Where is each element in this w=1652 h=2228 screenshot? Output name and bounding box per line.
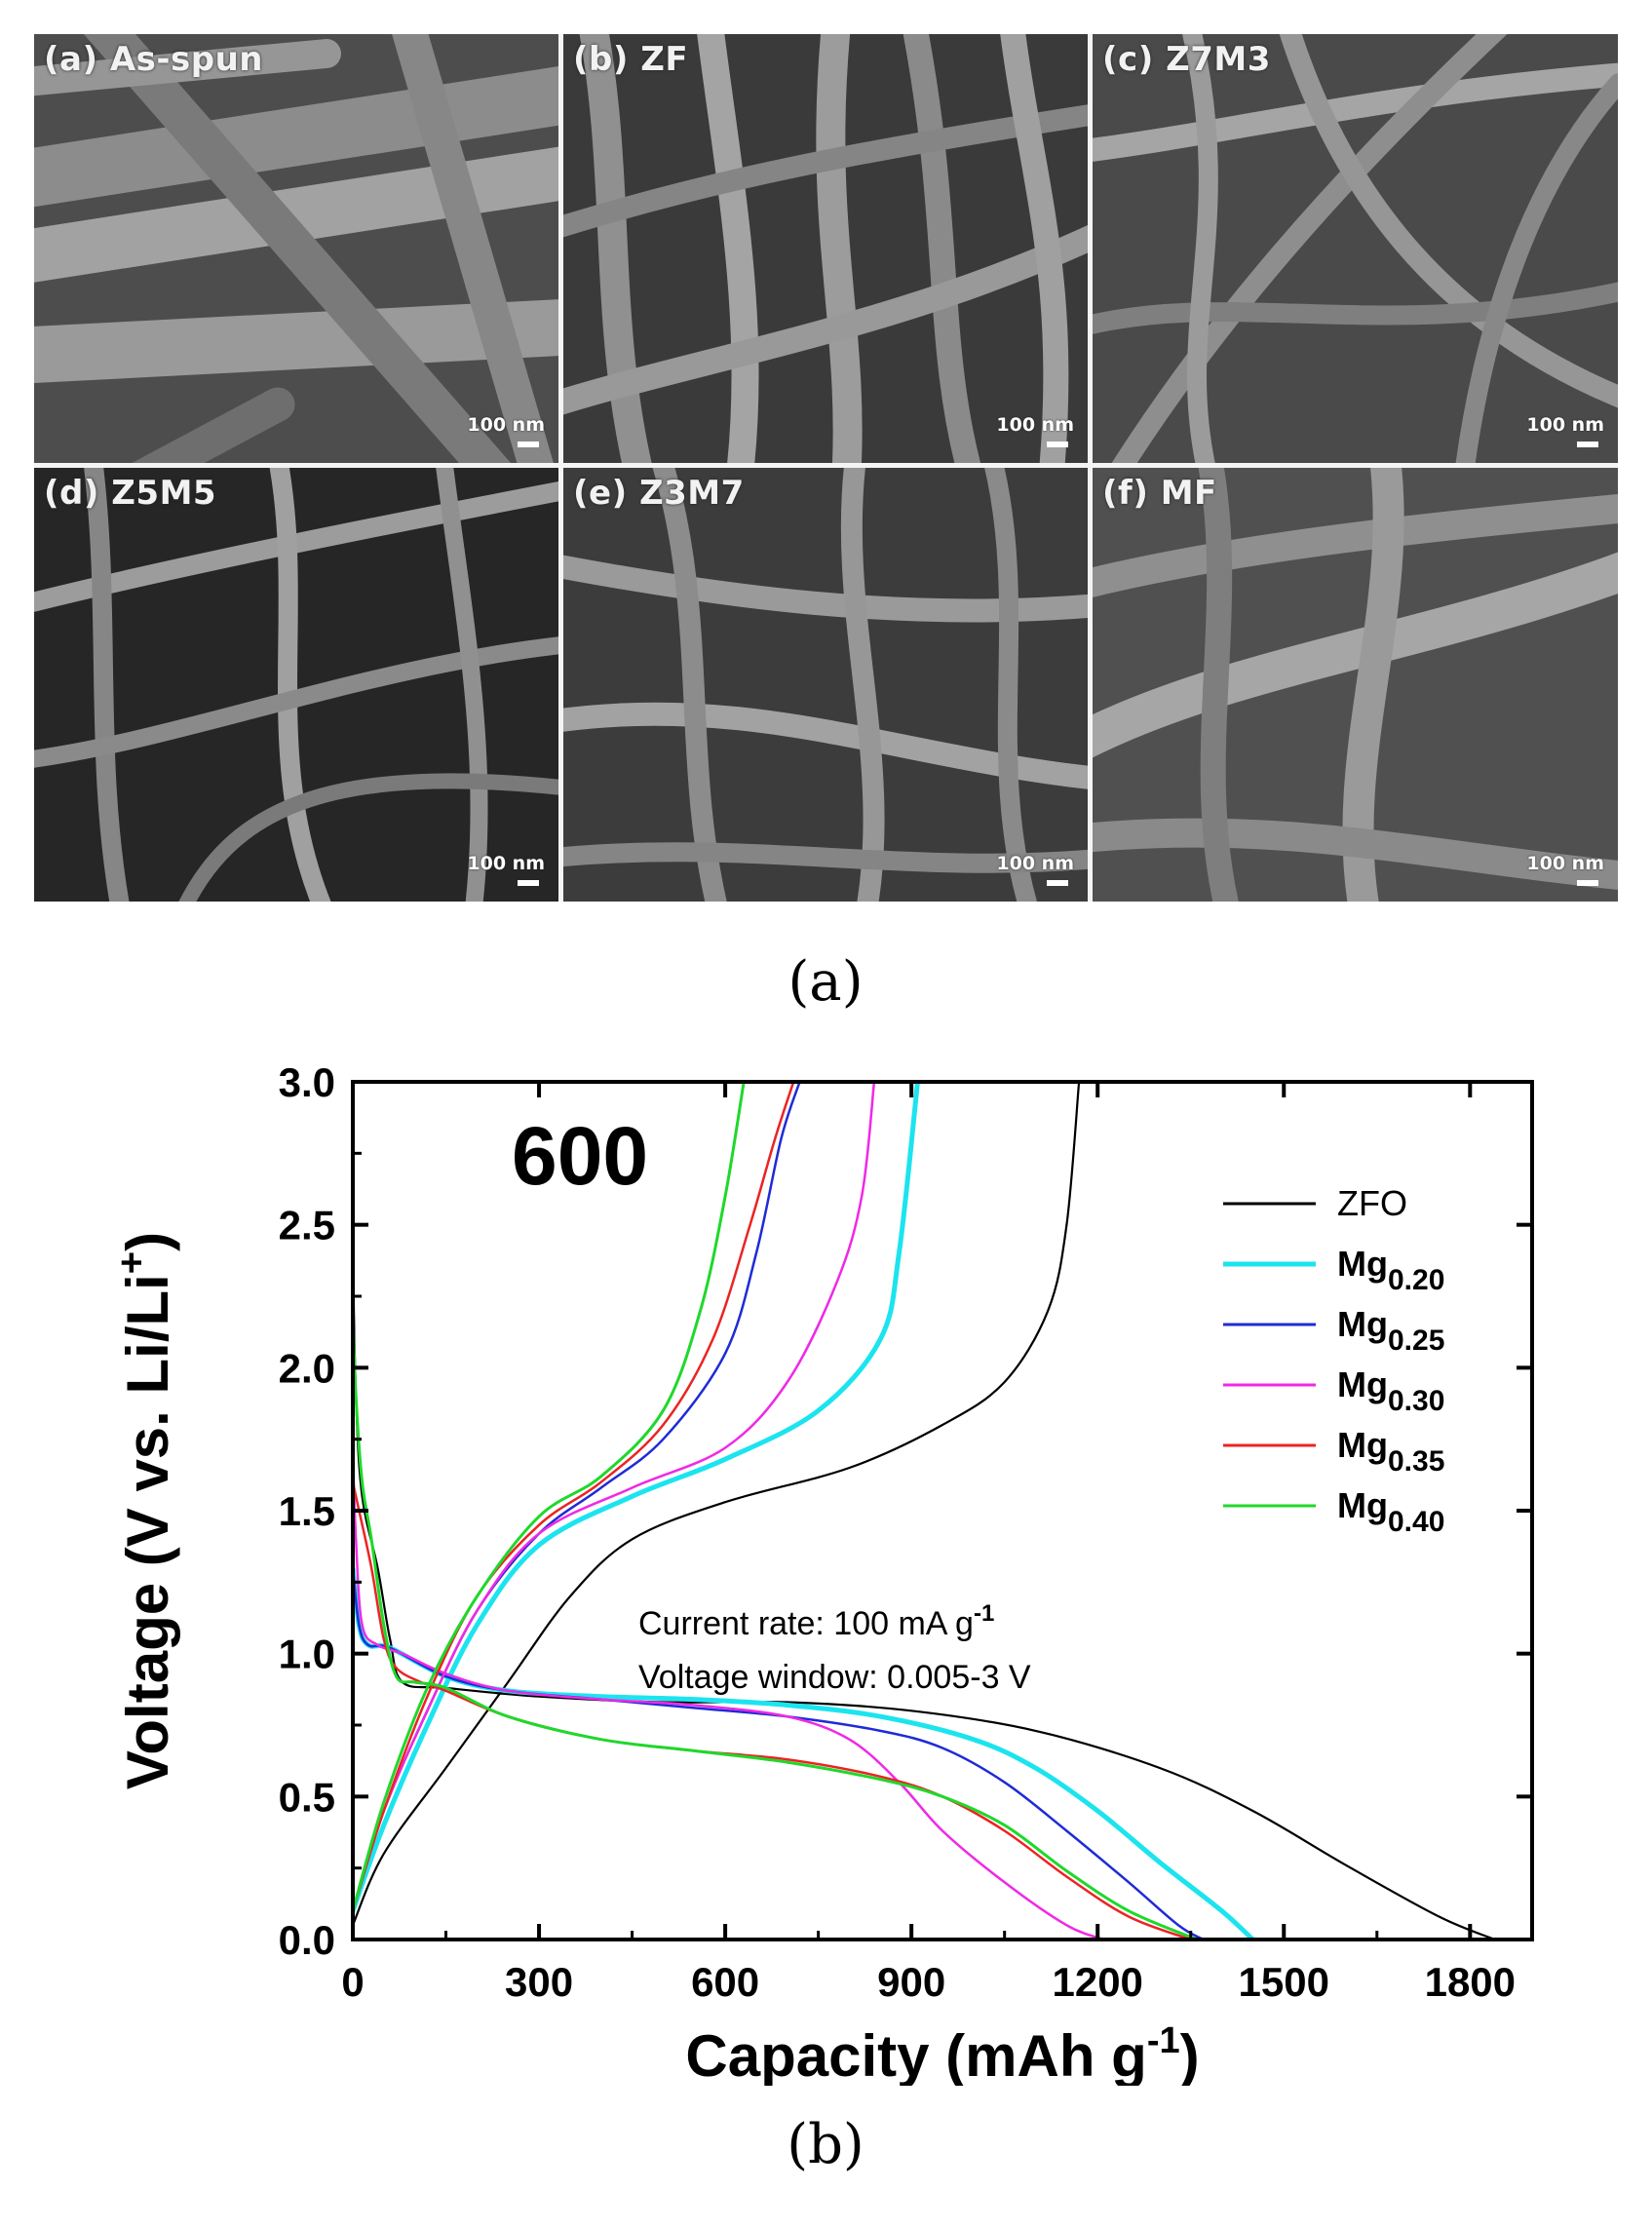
y-axis-label-end: ) — [115, 1232, 180, 1251]
caption-b: (b) — [787, 2113, 864, 2176]
sem-panel: (d) Z5M5 100 nm — [34, 468, 558, 902]
series-discharge-line — [353, 1453, 1105, 1940]
legend-label: Mg0.40 — [1337, 1485, 1444, 1538]
fiber-micrograph — [34, 468, 558, 902]
legend-label: ZFO — [1337, 1183, 1407, 1223]
x-axis-label-text: Capacity (mAh g — [685, 2023, 1146, 2086]
sem-panel: (e) Z3M7 100 nm — [563, 468, 1088, 902]
voltage-window-annotation: Voltage window: 0.005-3 V — [638, 1659, 1031, 1696]
legend-label: Mg0.30 — [1337, 1364, 1444, 1417]
x-tick-label: 0 — [341, 1959, 364, 2005]
y-tick-label: 0.0 — [279, 1917, 335, 1963]
x-tick-label: 600 — [691, 1959, 759, 2005]
y-axis-label-sup: + — [110, 1251, 153, 1274]
sem-panel: (f) MF 100 nm — [1093, 468, 1618, 902]
sem-panel: (a) As-spun 100 nm — [34, 34, 558, 463]
legend-label: Mg0.25 — [1337, 1304, 1444, 1357]
caption-a: (a) — [788, 950, 864, 1014]
legend: ZFO Mg0.20 Mg0.25 Mg0.30 Mg0.35 Mg0.40 — [1223, 1183, 1444, 1538]
series-charge-line — [353, 1082, 795, 1912]
y-tick-label: 2.0 — [279, 1345, 335, 1391]
current-rate-annotation: Current rate: 100 mA g-1 — [638, 1600, 994, 1642]
series-charge-line — [353, 1082, 746, 1912]
sem-image-grid: (a) As-spun 100 nm (b) ZF 100 nm — [34, 34, 1618, 902]
axis-ticks: 0 300 600 900 1200 1500 1800 0.0 0.5 1.0 1.5 2.0 2.5… — [279, 1059, 1532, 2005]
y-tick-label: 3.0 — [279, 1059, 335, 1105]
x-tick-label: 1800 — [1425, 1959, 1516, 2005]
rate-text: Current rate: 100 mA g — [638, 1605, 974, 1642]
fiber-micrograph — [563, 34, 1088, 463]
scale-bar — [1577, 880, 1598, 886]
scale-bar — [1577, 442, 1598, 447]
panel-label: (d) Z5M5 — [44, 474, 217, 513]
panel-label: (e) Z3M7 — [573, 474, 745, 513]
x-tick-label: 300 — [505, 1959, 573, 2005]
scale-bar-label: 100 nm — [996, 414, 1074, 436]
legend-label: Mg0.20 — [1337, 1244, 1444, 1296]
fiber-micrograph — [1093, 34, 1618, 463]
scale-bar-label: 100 nm — [467, 414, 545, 436]
series-charge-line — [353, 1082, 801, 1912]
series-charge-line — [353, 1082, 876, 1912]
fiber-micrograph — [1093, 468, 1618, 902]
x-axis-label-end: ) — [1180, 2023, 1200, 2086]
scale-bar-label: 100 nm — [996, 853, 1074, 874]
series-discharge-line — [353, 1310, 1198, 1940]
y-tick-label: 2.5 — [279, 1203, 335, 1248]
scale-bar-label: 100 nm — [1526, 414, 1604, 436]
scale-bar — [1047, 880, 1068, 886]
scale-bar-label: 100 nm — [1526, 853, 1604, 874]
sem-panel: (b) ZF 100 nm — [563, 34, 1088, 463]
legend-label: Mg0.35 — [1337, 1425, 1444, 1478]
y-axis-label: Voltage (V vs. Li/Li+) — [110, 1232, 180, 1789]
y-tick-label: 0.5 — [279, 1774, 335, 1820]
panel-label: (f) MF — [1102, 474, 1217, 513]
series-discharge-line — [353, 1252, 1496, 1940]
fiber-micrograph — [563, 468, 1088, 902]
x-tick-label: 900 — [877, 1959, 945, 2005]
series-charge-line — [353, 1082, 920, 1912]
x-axis-label: Capacity (mAh g-1) — [685, 2020, 1199, 2086]
temperature-annotation: 600 — [512, 1110, 648, 1202]
scale-bar — [1047, 442, 1068, 447]
scale-bar-label: 100 nm — [467, 853, 545, 874]
x-axis-label-sup: -1 — [1147, 2020, 1180, 2061]
chart-svg: 0 300 600 900 1200 1500 1800 0.0 0.5 1.0 1.5 2.0 2.5… — [110, 1059, 1534, 2089]
voltage-capacity-chart: 0 300 600 900 1200 1500 1800 0.0 0.5 1.0 1.5 2.0 2.5… — [0, 1014, 1652, 2089]
scale-bar — [518, 880, 539, 886]
y-tick-label: 1.0 — [279, 1632, 335, 1677]
fiber-micrograph — [34, 34, 558, 463]
x-tick-label: 1200 — [1052, 1959, 1142, 2005]
panel-label: (b) ZF — [573, 40, 689, 79]
scale-bar — [518, 442, 539, 447]
series-charge-line — [353, 1082, 1081, 1926]
y-axis-label-text: Voltage (V vs. Li/Li — [115, 1274, 180, 1789]
rate-sup: -1 — [974, 1600, 994, 1627]
panel-label: (c) Z7M3 — [1102, 40, 1271, 79]
plot-lines — [353, 1082, 1496, 1940]
y-tick-label: 1.5 — [279, 1488, 335, 1534]
x-tick-label: 1500 — [1239, 1959, 1329, 2005]
panel-label: (a) As-spun — [44, 40, 264, 79]
sem-panel: (c) Z7M3 100 nm — [1093, 34, 1618, 463]
